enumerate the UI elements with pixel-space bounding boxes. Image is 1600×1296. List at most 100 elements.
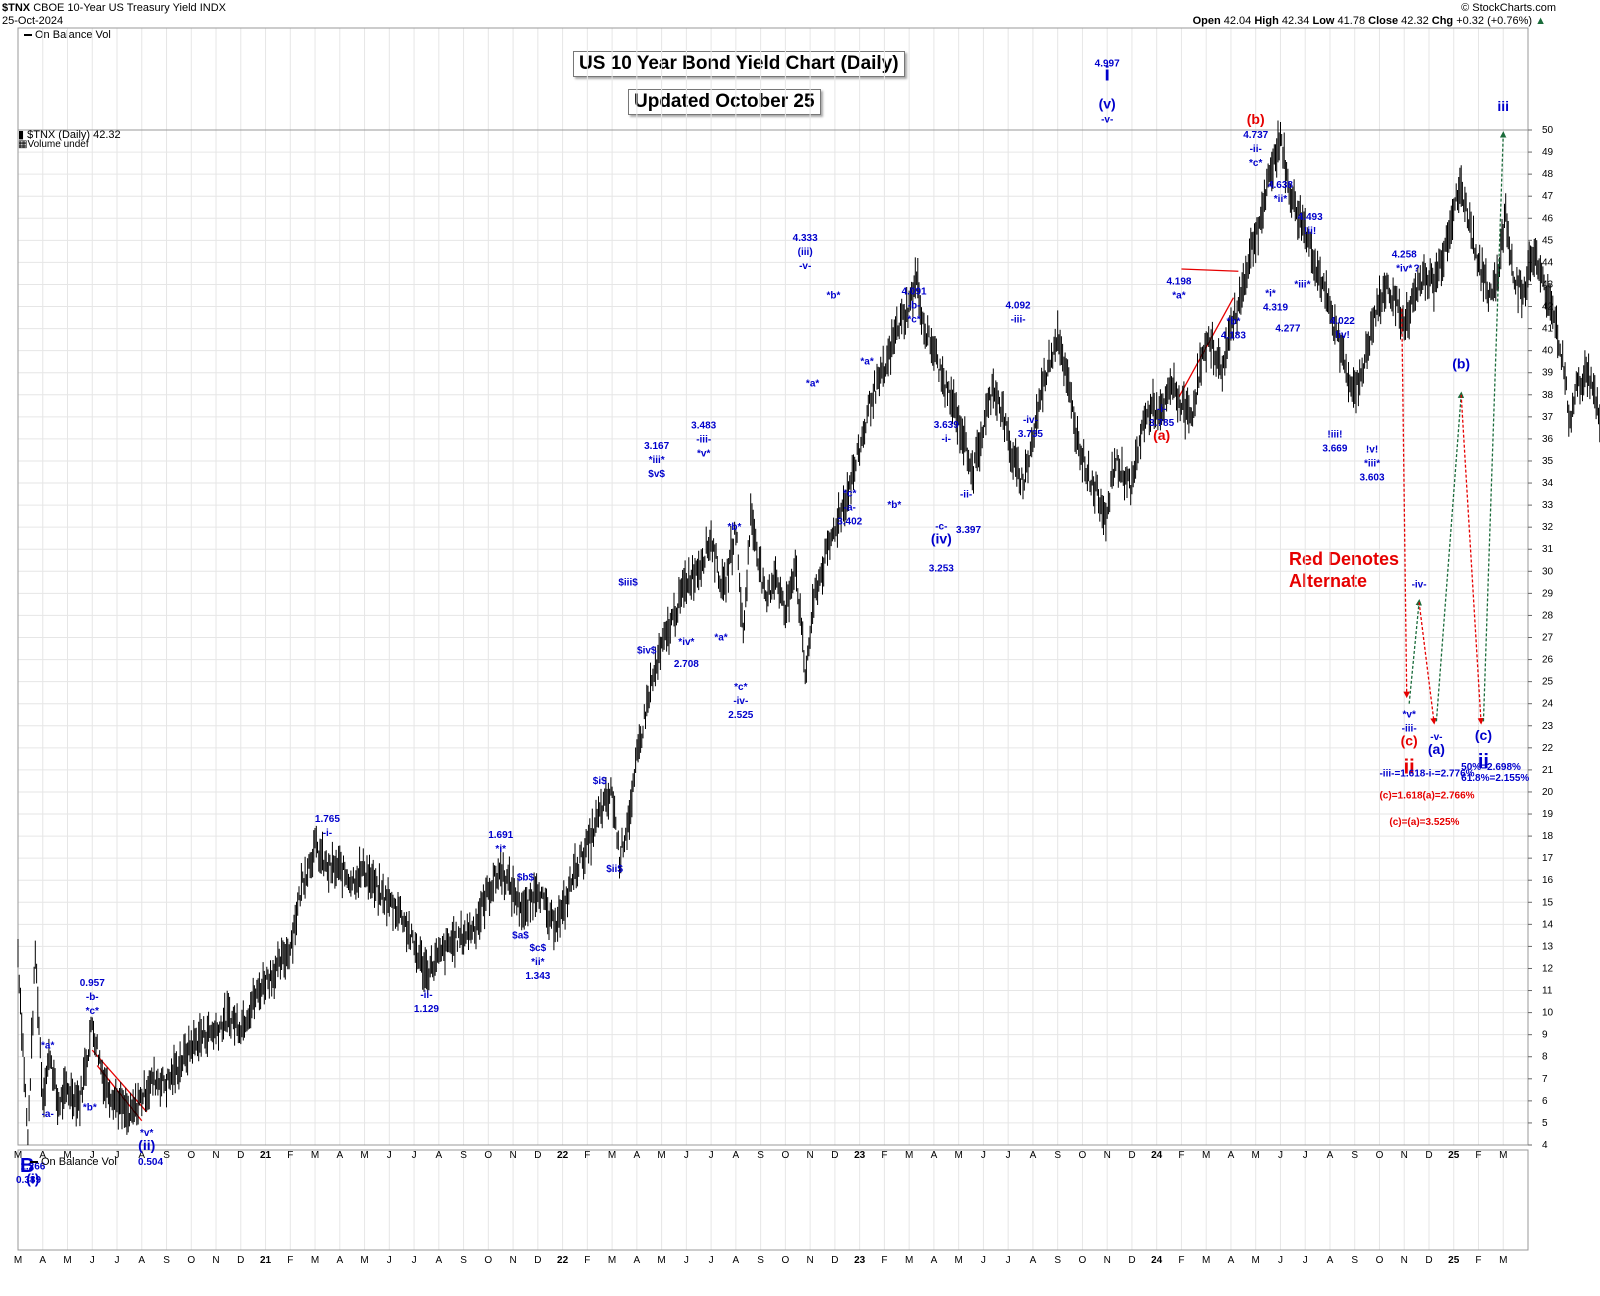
x-tick-label: A: [336, 1150, 343, 1161]
wave-label: -iv-: [1023, 415, 1038, 426]
x-tick-label-bottom: 25: [1448, 1255, 1460, 1266]
wave-label: (a): [1153, 427, 1170, 443]
x-tick-label-bottom: M: [1252, 1255, 1260, 1266]
y-tick-label: 24: [1542, 699, 1554, 710]
y-tick-label: 26: [1542, 655, 1554, 666]
x-tick-label: A: [435, 1150, 442, 1161]
wave-label: (v): [1099, 96, 1116, 112]
x-tick-label: J: [981, 1150, 986, 1161]
x-tick-label: A: [634, 1150, 641, 1161]
wave-label: 2.525: [728, 710, 753, 721]
x-tick-label: F: [1178, 1150, 1184, 1161]
price-legend-icon: ▮: [18, 129, 25, 141]
x-tick-label-bottom: N: [1401, 1255, 1408, 1266]
x-tick-label: S: [757, 1150, 764, 1161]
low-value: 41.78: [1337, 15, 1366, 27]
wave-label: -i-: [323, 828, 332, 839]
low-label: Low: [1312, 15, 1335, 27]
x-tick-label-bottom: J: [709, 1255, 714, 1266]
wave-labels: 1.266(i)-a-*a*0.957-b-*c**b**v*(ii)1.765…: [16, 59, 1529, 1187]
projection-arrows: [1401, 131, 1507, 725]
x-tick-label: J: [709, 1150, 714, 1161]
fib-note: (c)=1.618(a)=2.766%: [1379, 791, 1474, 802]
x-tick-label-bottom: 22: [557, 1255, 569, 1266]
y-tick-label: 31: [1542, 544, 1554, 555]
x-tick-label: S: [1054, 1150, 1061, 1161]
x-tick-label-bottom: J: [981, 1255, 986, 1266]
projection-label: ii: [1404, 757, 1415, 779]
y-tick-label: 39: [1542, 368, 1554, 379]
x-tick-label-bottom: M: [1202, 1255, 1210, 1266]
chg-value: +0.32 (+0.76%): [1456, 15, 1533, 27]
x-tick-label-bottom: F: [881, 1255, 887, 1266]
wave-label: -i-: [1157, 404, 1166, 415]
x-tick-label: M: [657, 1150, 665, 1161]
wave-label: *b*: [1226, 316, 1240, 327]
wave-label: -iv-: [733, 696, 748, 707]
wave-label: -ii-: [420, 990, 432, 1001]
x-tick-label-bottom: D: [1128, 1255, 1135, 1266]
y-tick-label: 50: [1542, 125, 1554, 136]
wave-label: -ii-: [960, 490, 972, 501]
projection-label: -iv-: [1412, 580, 1427, 591]
y-tick-label: 37: [1542, 412, 1554, 423]
x-tick-label-bottom: O: [1079, 1255, 1087, 1266]
y-tick-label: 49: [1542, 147, 1554, 158]
x-tick-label-bottom: N: [509, 1255, 516, 1266]
volume-legend-icon: ▦: [18, 139, 28, 150]
y-tick-label: 22: [1542, 743, 1554, 754]
wave-label: 4.997: [1095, 59, 1120, 70]
price-panel-frame: [17, 27, 1529, 1146]
wave-label: 3.483: [691, 421, 716, 432]
wave-label: *c*: [843, 489, 856, 500]
x-tick-label: J: [115, 1150, 120, 1161]
x-tick-label-bottom: M: [1499, 1255, 1507, 1266]
x-tick-label: J: [412, 1150, 417, 1161]
wave-label: *v*: [697, 449, 710, 460]
x-tick-label-bottom: A: [634, 1255, 641, 1266]
price-legend: ▮ $TNX (Daily) 42.32: [18, 128, 121, 141]
wave-label: (iii): [798, 247, 813, 258]
wave-label: 1.691: [488, 830, 513, 841]
x-tick-label: D: [1425, 1150, 1432, 1161]
wave-label: $iii$: [618, 577, 638, 588]
x-tick-label: 23: [854, 1150, 866, 1161]
wave-label: 4.092: [1006, 300, 1031, 311]
wave-label: (iv): [931, 530, 952, 546]
y-axis: 4567891011121314151617181920212223242526…: [1528, 125, 1554, 1151]
x-tick-label-bottom: 24: [1151, 1255, 1163, 1266]
y-tick-label: 41: [1542, 324, 1554, 335]
brand-mark[interactable]: © StockCharts.com: [1461, 2, 1556, 14]
wave-label: i: [1104, 64, 1110, 86]
wave-label: 4.183: [1221, 330, 1246, 341]
y-tick-label: 13: [1542, 941, 1554, 952]
wave-label: $i$: [593, 776, 607, 787]
fib-note: 61.8%=2.155%: [1461, 773, 1529, 784]
wave-label: 4.737: [1243, 130, 1268, 141]
wave-label: $v$: [648, 469, 665, 480]
price-bars: [17, 120, 1600, 1146]
x-tick-label-bottom: O: [1376, 1255, 1384, 1266]
x-tick-label-bottom: S: [460, 1255, 467, 1266]
y-tick-label: 14: [1542, 919, 1554, 930]
obv-panel-frame: [17, 1149, 1529, 1251]
trendline: [1181, 268, 1239, 272]
x-tick-label: O: [1376, 1150, 1384, 1161]
x-tick-label: 24: [1151, 1150, 1163, 1161]
wave-label: *ii*: [531, 957, 544, 968]
y-tick-label: 18: [1542, 831, 1554, 842]
open-value: 42.04: [1223, 15, 1252, 27]
x-tick-label: S: [460, 1150, 467, 1161]
x-tick-label-bottom: M: [657, 1255, 665, 1266]
x-tick-label: S: [163, 1150, 170, 1161]
grid: [17, 28, 1528, 1250]
wave-label: 3.785: [1149, 418, 1174, 429]
projection-label: -iii-: [1402, 724, 1417, 735]
projection-arrow-red: [1401, 308, 1410, 699]
wave-label: *a*: [714, 632, 727, 643]
y-tick-label: 40: [1542, 346, 1554, 357]
wave-label: !v!: [1366, 444, 1378, 455]
wave-label: -v-: [799, 261, 811, 272]
projection-label: iii: [1497, 98, 1509, 114]
